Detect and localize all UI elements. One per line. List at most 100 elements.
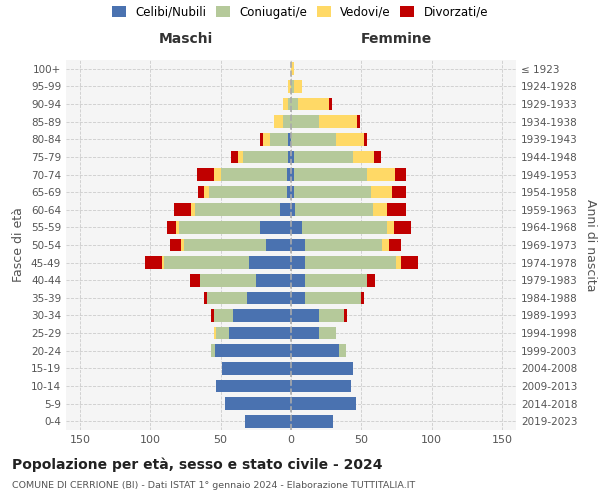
Text: Popolazione per età, sesso e stato civile - 2024: Popolazione per età, sesso e stato civil… xyxy=(12,458,383,472)
Bar xyxy=(288,133,291,145)
Bar xyxy=(386,204,406,216)
Y-axis label: Anni di nascita: Anni di nascita xyxy=(584,198,597,291)
Bar xyxy=(291,186,294,198)
Bar xyxy=(225,397,291,410)
Bar xyxy=(145,256,161,269)
Bar xyxy=(190,274,200,286)
Bar xyxy=(298,98,329,110)
Bar xyxy=(283,116,291,128)
Bar xyxy=(161,256,164,269)
Bar xyxy=(283,98,288,110)
Text: Femmine: Femmine xyxy=(361,32,432,46)
Bar xyxy=(191,204,196,216)
Bar xyxy=(274,116,283,128)
Bar xyxy=(367,168,395,181)
Bar xyxy=(291,415,333,428)
Bar xyxy=(305,292,361,304)
Bar xyxy=(294,168,367,181)
Bar xyxy=(291,380,352,392)
Bar xyxy=(217,327,229,340)
Bar xyxy=(291,238,305,252)
Bar xyxy=(319,327,336,340)
Bar xyxy=(329,98,332,110)
Bar xyxy=(179,221,260,234)
Bar xyxy=(302,221,386,234)
Bar xyxy=(389,238,401,252)
Bar xyxy=(291,292,305,304)
Bar xyxy=(357,116,360,128)
Legend: Celibi/Nubili, Coniugati/e, Vedovi/e, Divorzati/e: Celibi/Nubili, Coniugati/e, Vedovi/e, Di… xyxy=(107,1,493,24)
Bar xyxy=(294,150,353,163)
Bar xyxy=(339,344,346,357)
Bar xyxy=(245,415,291,428)
Bar xyxy=(371,186,392,198)
Bar xyxy=(386,221,394,234)
Bar xyxy=(221,168,287,181)
Bar xyxy=(243,150,288,163)
Bar xyxy=(401,256,418,269)
Bar xyxy=(291,344,339,357)
Bar xyxy=(196,204,280,216)
Bar xyxy=(291,150,294,163)
Bar xyxy=(395,168,406,181)
Bar xyxy=(181,238,184,252)
Bar xyxy=(214,168,221,181)
Bar xyxy=(336,133,364,145)
Bar xyxy=(291,221,302,234)
Bar xyxy=(291,362,353,374)
Bar xyxy=(167,221,176,234)
Bar xyxy=(170,238,181,252)
Bar xyxy=(291,327,319,340)
Bar xyxy=(291,309,319,322)
Bar xyxy=(209,186,287,198)
Bar xyxy=(200,274,256,286)
Bar xyxy=(305,256,397,269)
Bar xyxy=(294,80,302,93)
Bar xyxy=(214,309,233,322)
Bar xyxy=(222,362,291,374)
Bar xyxy=(367,274,376,286)
Bar xyxy=(211,309,214,322)
Text: Maschi: Maschi xyxy=(158,32,212,46)
Bar xyxy=(215,344,291,357)
Bar xyxy=(238,150,243,163)
Bar xyxy=(260,221,291,234)
Bar xyxy=(361,292,364,304)
Bar xyxy=(288,150,291,163)
Bar xyxy=(204,292,206,304)
Bar xyxy=(280,204,291,216)
Bar xyxy=(291,62,294,75)
Bar xyxy=(305,274,367,286)
Bar xyxy=(176,221,179,234)
Bar xyxy=(373,204,386,216)
Y-axis label: Fasce di età: Fasce di età xyxy=(13,208,25,282)
Bar xyxy=(294,186,371,198)
Bar xyxy=(249,256,291,269)
Bar xyxy=(288,98,291,110)
Bar xyxy=(291,133,336,145)
Bar xyxy=(229,327,291,340)
Bar xyxy=(305,238,382,252)
Text: COMUNE DI CERRIONE (BI) - Dati ISTAT 1° gennaio 2024 - Elaborazione TUTTITALIA.I: COMUNE DI CERRIONE (BI) - Dati ISTAT 1° … xyxy=(12,481,415,490)
Bar xyxy=(260,133,263,145)
Bar xyxy=(206,292,247,304)
Bar xyxy=(291,397,356,410)
Bar xyxy=(291,80,294,93)
Bar xyxy=(319,309,344,322)
Bar xyxy=(211,344,215,357)
Bar xyxy=(164,256,249,269)
Bar xyxy=(295,204,373,216)
Bar xyxy=(291,98,298,110)
Bar xyxy=(230,150,238,163)
Bar xyxy=(270,133,288,145)
Bar xyxy=(214,327,217,340)
Bar xyxy=(394,221,410,234)
Bar xyxy=(291,256,305,269)
Bar xyxy=(266,238,291,252)
Bar xyxy=(291,274,305,286)
Bar xyxy=(344,309,347,322)
Bar xyxy=(353,150,374,163)
Bar xyxy=(287,186,291,198)
Bar xyxy=(198,186,204,198)
Bar xyxy=(197,168,214,181)
